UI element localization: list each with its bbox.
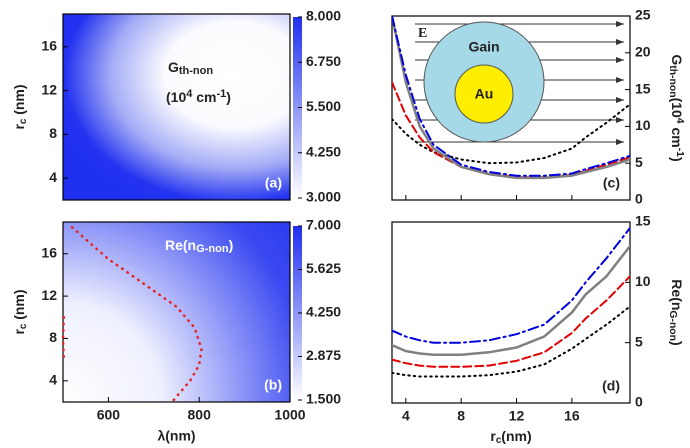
label-part: Re(n	[669, 279, 685, 310]
y-tick-label: 15	[635, 80, 651, 96]
label-part: th-non	[179, 65, 213, 77]
heatmap	[63, 14, 290, 200]
label-part: G-non	[667, 310, 678, 341]
colorbar-tick-label: 1.500	[306, 391, 341, 407]
y-tick-label: 5	[635, 333, 643, 349]
x-tick-label: 800	[188, 407, 212, 423]
y-tick-label: 8	[49, 125, 57, 141]
colorbar-tick-label: 3.000	[306, 189, 341, 205]
panel-label: (c)	[603, 175, 620, 191]
label: rc (nm)	[11, 289, 29, 334]
colorbar-tick-label: 5.500	[306, 98, 341, 114]
y-tick-label: 12	[41, 81, 57, 97]
x-tick-label: 600	[97, 407, 121, 423]
x-tick-label: 4	[402, 408, 410, 424]
plot-frame	[392, 222, 630, 403]
label-part: (10	[166, 89, 186, 105]
label-part: (nm)	[11, 289, 27, 323]
figure: 4 8 12 16 rc (nm) 8.000 6.750 5.500 4.250 3.000 (a…	[0, 0, 690, 448]
label-part: Re(n	[165, 237, 196, 253]
x-tick-label: 1000	[274, 407, 305, 423]
y-tick-label: 15	[635, 213, 651, 229]
y-tick-label: 12	[41, 287, 57, 303]
label-part: -1	[216, 88, 226, 100]
label: rc (nm)	[11, 84, 29, 129]
label: Gth-non(104 cm-1)	[667, 54, 685, 161]
label-part: G	[168, 59, 179, 75]
colorbar-tick-label: 6.750	[306, 53, 341, 69]
colorbar-tick-label: 4.250	[306, 304, 341, 320]
label-part: )	[669, 157, 685, 162]
x-tick-label: 16	[564, 408, 580, 424]
label-part: cm	[669, 124, 685, 148]
label-part: (10	[669, 98, 685, 118]
colorbar-tick-label: 2.875	[306, 347, 341, 363]
label-part: G	[669, 54, 685, 65]
y-tick-label: 8	[49, 329, 57, 345]
label-part: (nm)	[501, 428, 531, 444]
label-part: )	[226, 89, 231, 105]
y-tick-label: 10	[635, 273, 651, 289]
label-part: -1	[674, 148, 685, 157]
y-tick-label: 25	[635, 7, 651, 23]
inset	[415, 22, 624, 142]
y-tick-label: 16	[41, 244, 57, 260]
y-tick-label: 0	[635, 191, 643, 207]
y-tick-label: 5	[635, 154, 643, 170]
y-tick-label: 16	[41, 38, 57, 54]
series-line	[392, 246, 630, 355]
x-tick-label: 12	[509, 408, 525, 424]
y-tick-label: 0	[635, 394, 643, 410]
y-tick-label: 20	[635, 44, 651, 60]
label: rc(nm)	[490, 428, 531, 446]
inset-label: Au	[475, 86, 494, 102]
panel-label: (d)	[602, 378, 620, 394]
x-tick-label: 8	[457, 408, 465, 424]
colorbar-tick-label: 8.000	[306, 8, 341, 24]
panel-label: (b)	[264, 377, 282, 393]
y-tick-label: 4	[49, 169, 57, 185]
label-part: )	[669, 341, 685, 346]
label-part: cm	[192, 89, 216, 105]
panel-label: (a)	[265, 175, 282, 191]
colorbar-tick-label: 4.250	[306, 143, 341, 159]
y-tick-label: 10	[635, 117, 651, 133]
label: Re(nG-non)	[667, 279, 685, 345]
inset-label: E	[418, 26, 427, 41]
label-part: th-non	[667, 65, 678, 97]
y-tick-label: 4	[49, 372, 57, 388]
label-part: )	[229, 237, 234, 253]
label-part: G-non	[196, 243, 229, 255]
label-part: (nm)	[11, 84, 27, 118]
colorbar-tick-label: 7.000	[306, 217, 341, 233]
colorbar-tick-label: 5.625	[306, 260, 341, 276]
inset-label: Gain	[468, 39, 499, 55]
x-axis-label: λ(nm)	[157, 428, 195, 444]
